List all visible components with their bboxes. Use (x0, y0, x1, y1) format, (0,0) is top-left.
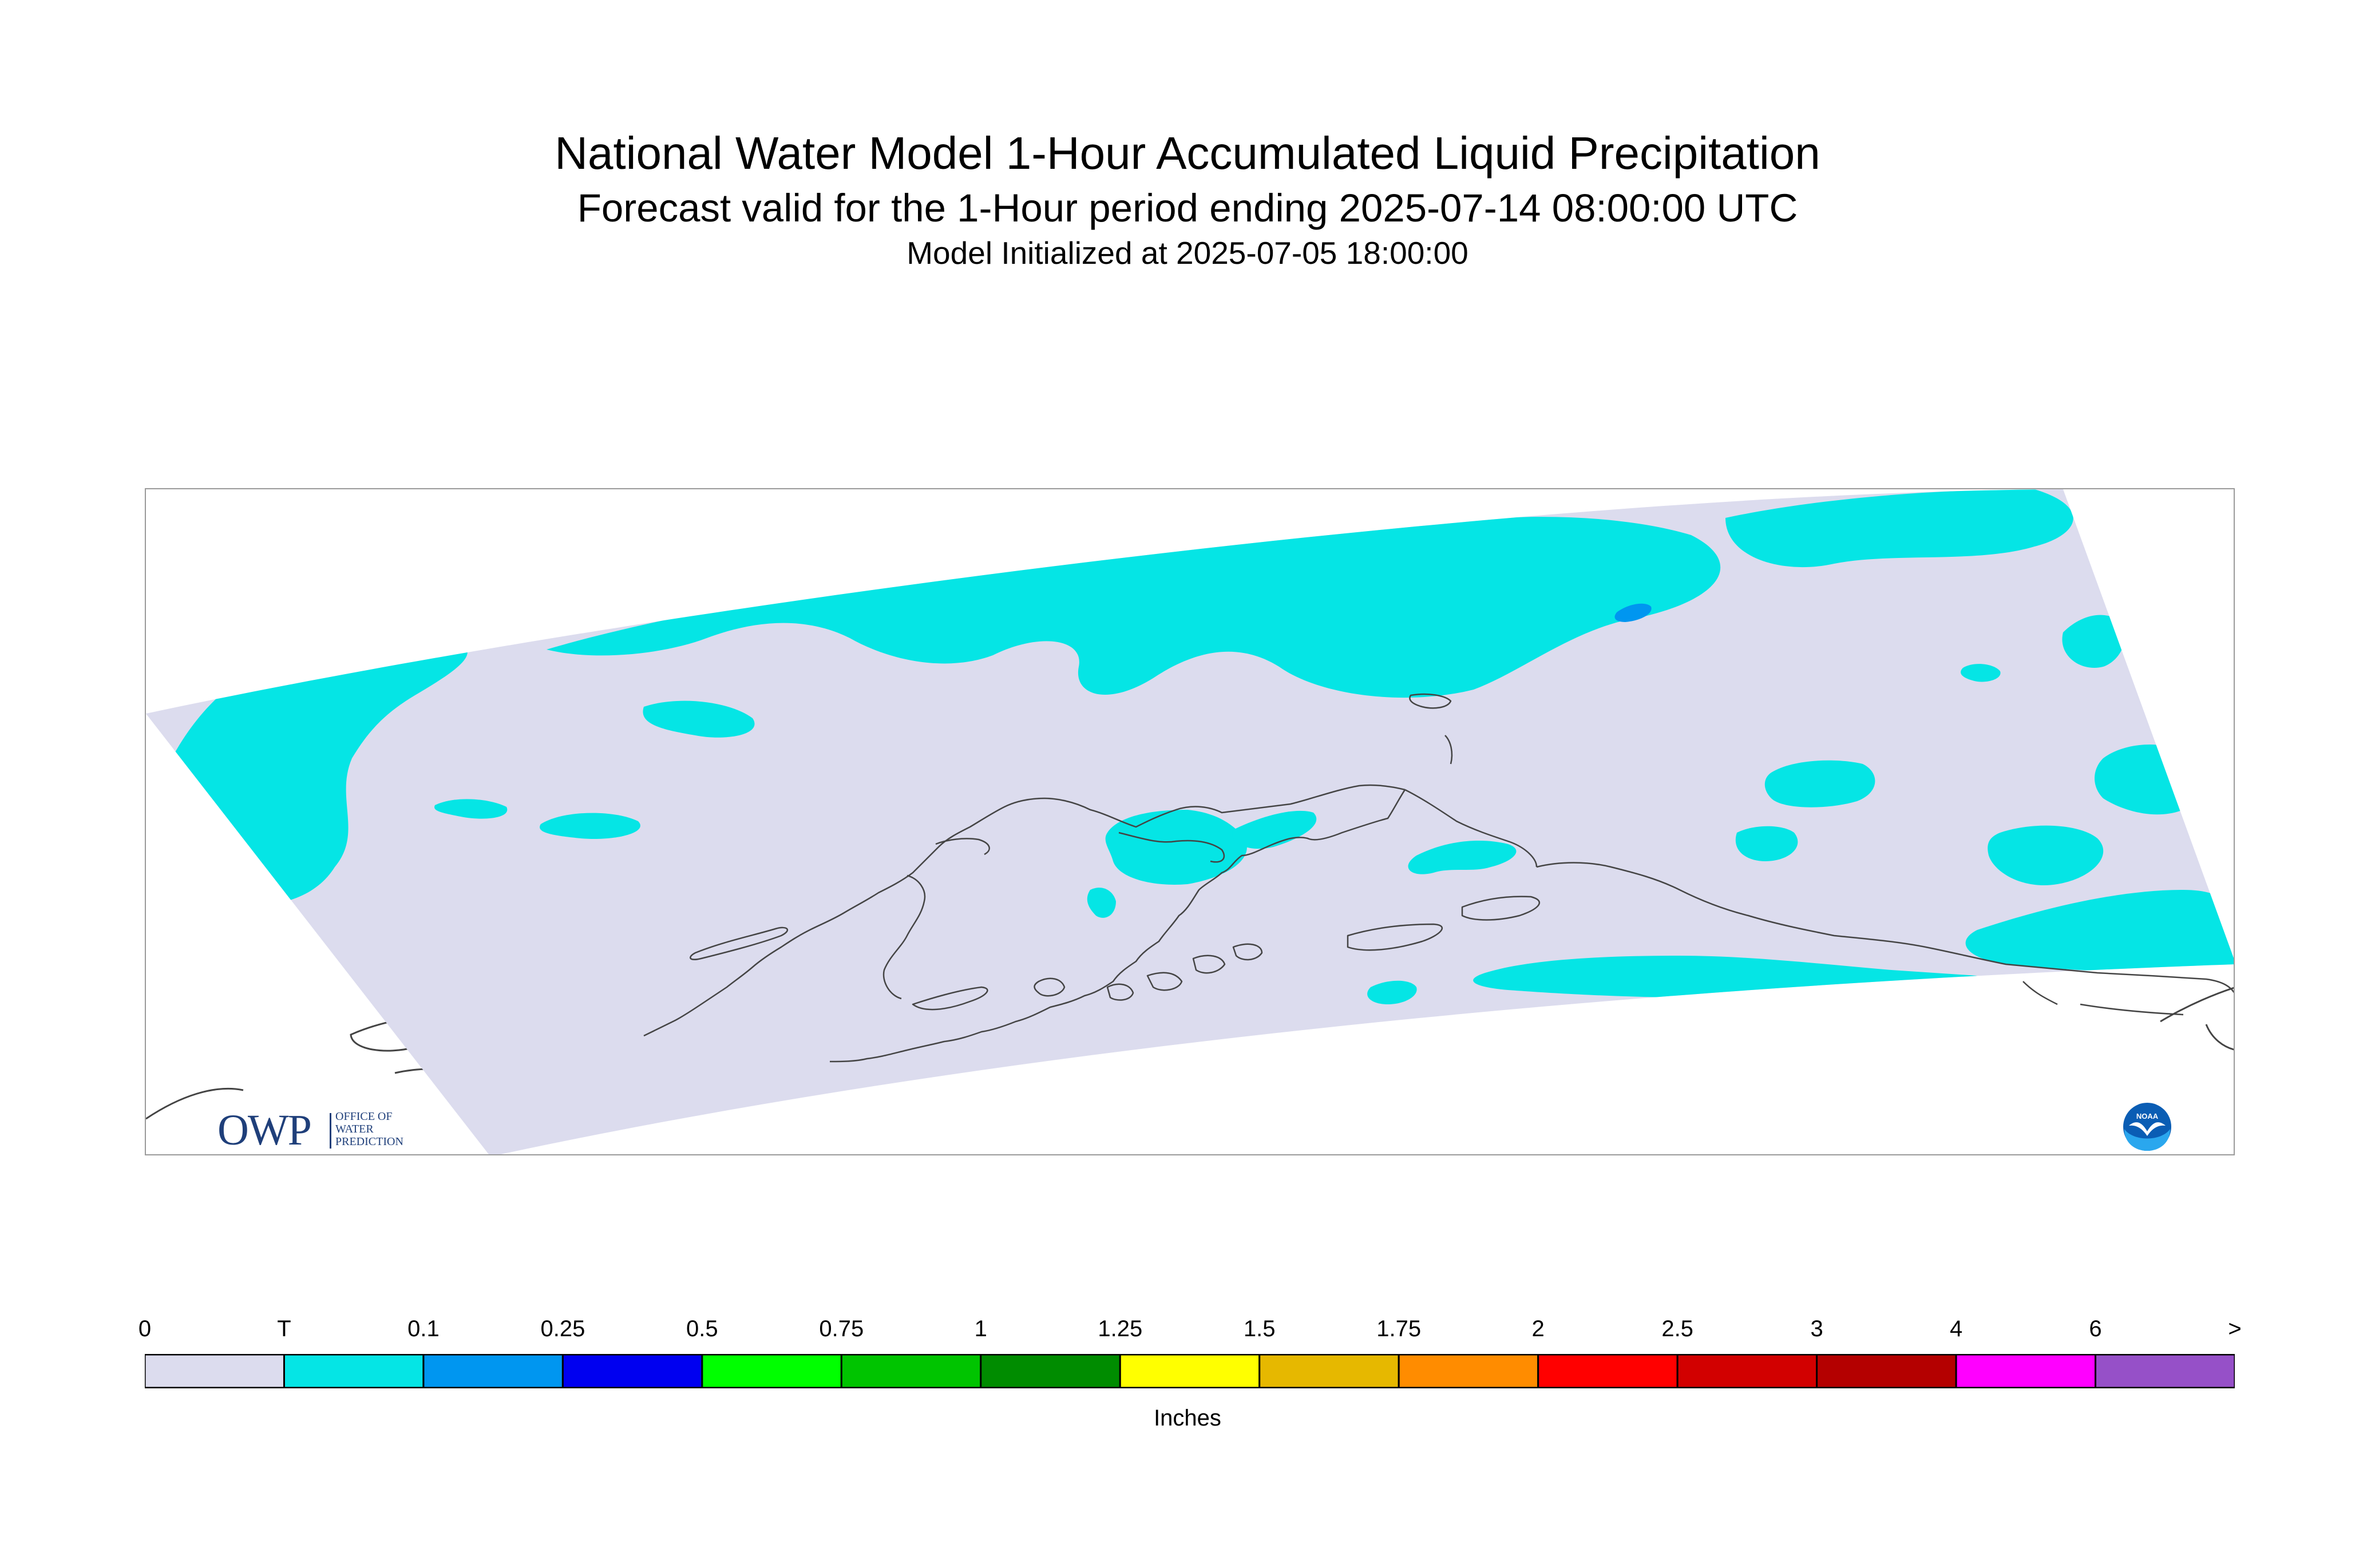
precip-area-small-4 (1087, 888, 1116, 918)
legend-label-3: 0.25 (540, 1316, 585, 1341)
precip-heavier-spot (1614, 603, 1652, 622)
owp-logo-line-2: WATER (335, 1123, 374, 1135)
legend-label-15: > (2228, 1316, 2242, 1341)
legend-swatch-2 (422, 1354, 564, 1388)
precip-area-small-3 (540, 813, 640, 839)
precip-area-north-central (547, 517, 1721, 698)
legend-swatch-9 (1398, 1354, 1539, 1388)
legend-label-0: 0 (138, 1316, 152, 1341)
alaska-coastline (643, 693, 2234, 1063)
precip-area-east-5 (2062, 615, 2125, 668)
legend-label-12: 3 (1810, 1316, 1823, 1341)
legend-swatch-3 (561, 1354, 703, 1388)
legend-label-8: 1.5 (1243, 1316, 1276, 1341)
precip-area-east-1 (1764, 760, 1875, 807)
owp-logo-line-3: PREDICTION (335, 1135, 403, 1148)
precip-area-cook-inlet (1408, 841, 1517, 874)
map-subtitle: Forecast valid for the 1-Hour period end… (577, 186, 1798, 230)
legend-swatch-12 (1816, 1354, 1957, 1388)
legend-color-bar (145, 1354, 2235, 1388)
legend-label-13: 4 (1949, 1316, 1963, 1341)
legend-label-1: T (277, 1316, 291, 1341)
legend-swatch-13 (1955, 1354, 2097, 1388)
precipitation-map (145, 488, 2235, 1155)
legend-label-10: 2 (1531, 1316, 1545, 1341)
legend-label-4: 0.5 (686, 1316, 718, 1341)
model-init-time: Model Initialized at 2025-07-05 18:00:00 (907, 235, 1468, 271)
legend-swatch-5 (840, 1354, 982, 1388)
legend-swatch-14 (2095, 1354, 2235, 1388)
map-canvas (146, 489, 2234, 1154)
owp-logo-line-1: OFFICE OF (335, 1110, 393, 1123)
legend-label-9: 1.75 (1376, 1316, 1422, 1341)
legend-label-2: 0.1 (407, 1316, 440, 1341)
legend-swatch-8 (1258, 1354, 1400, 1388)
legend-swatch-6 (980, 1354, 1121, 1388)
precip-area-east-6 (1961, 664, 2001, 682)
owp-logo-mark: OWP (217, 1106, 312, 1154)
owp-logo: OWP OFFICE OF WATER PREDICTION (217, 1107, 435, 1153)
map-title: National Water Model 1-Hour Accumulated … (555, 128, 1820, 179)
precip-trace-areas (164, 489, 2234, 1004)
precip-area-east-2 (1735, 826, 1798, 861)
legend-swatch-7 (1119, 1354, 1261, 1388)
legend-label-14: 6 (2089, 1316, 2102, 1341)
legend-swatch-4 (701, 1354, 842, 1388)
legend-label-5: 0.75 (819, 1316, 864, 1341)
legend-units: Inches (1154, 1405, 1221, 1431)
legend-swatch-0 (145, 1354, 285, 1388)
precip-area-bay-2 (1232, 810, 1317, 849)
legend-label-7: 1.25 (1098, 1316, 1143, 1341)
precip-area-small-1 (643, 700, 755, 738)
legend-swatch-10 (1537, 1354, 1679, 1388)
precip-area-bay (1105, 810, 1247, 885)
legend-swatch-11 (1676, 1354, 1818, 1388)
owp-logo-divider (330, 1113, 331, 1149)
legend-swatch-1 (283, 1354, 425, 1388)
noaa-seagull-icon: NOAA (2123, 1103, 2171, 1151)
precip-area-northeast (1725, 489, 2073, 568)
precip-area-southeast (1965, 890, 2234, 973)
noaa-logo-text: NOAA (2136, 1112, 2159, 1120)
precip-area-small-2 (434, 799, 508, 819)
precip-area-east-3 (1988, 825, 2104, 885)
legend-label-6: 1 (974, 1316, 987, 1341)
precip-area-south-small (1367, 980, 1417, 1004)
legend-label-11: 2.5 (1661, 1316, 1693, 1341)
